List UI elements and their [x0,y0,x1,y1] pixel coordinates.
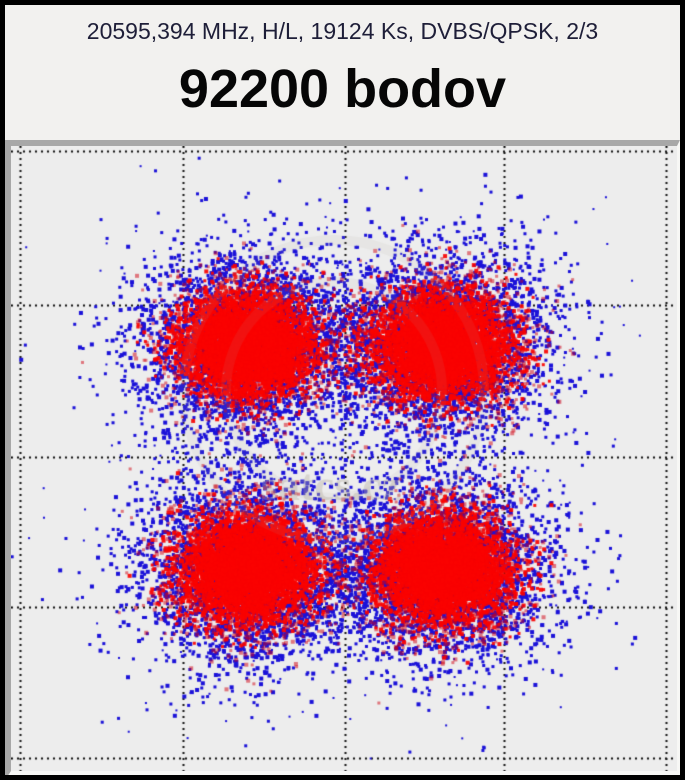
constellation-panel [5,140,680,775]
signal-info-line: 20595,394 MHz, H/L, 19124 Ks, DVBS/QPSK,… [86,18,599,44]
points-count-title: 92200 bodov [178,59,507,119]
constellation-canvas [11,146,677,771]
header: 20595,394 MHz, H/L, 19124 Ks, DVBS/QPSK,… [5,5,680,140]
